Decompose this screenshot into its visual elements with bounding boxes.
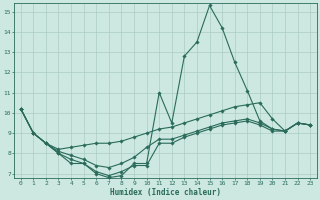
X-axis label: Humidex (Indice chaleur): Humidex (Indice chaleur) bbox=[110, 188, 221, 197]
